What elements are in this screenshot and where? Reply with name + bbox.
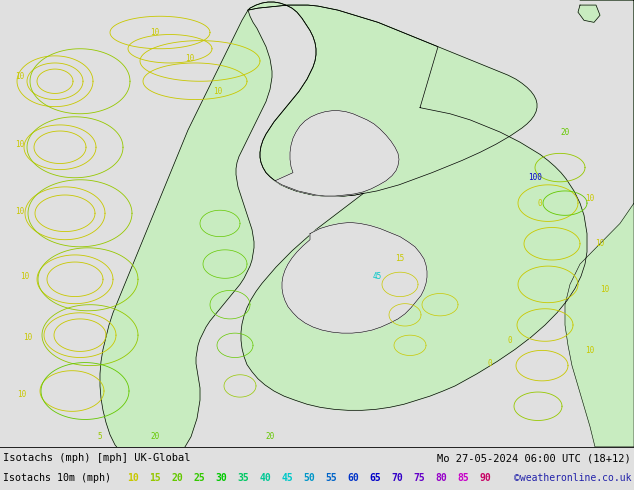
Text: 10: 10 (23, 333, 32, 342)
Text: ©weatheronline.co.uk: ©weatheronline.co.uk (514, 473, 631, 483)
Text: 10: 10 (20, 272, 30, 281)
Text: 45: 45 (372, 272, 382, 281)
Text: 85: 85 (457, 473, 469, 483)
Text: 10: 10 (595, 239, 605, 248)
Text: 10: 10 (17, 390, 27, 398)
Text: 75: 75 (413, 473, 425, 483)
Text: 10: 10 (150, 28, 160, 37)
Text: 20: 20 (266, 432, 275, 441)
Text: 20: 20 (150, 432, 160, 441)
Text: 10: 10 (127, 473, 139, 483)
Text: 65: 65 (369, 473, 381, 483)
Text: 10: 10 (214, 87, 223, 96)
Polygon shape (275, 111, 399, 196)
Text: 0: 0 (488, 359, 493, 368)
Text: 25: 25 (193, 473, 205, 483)
Text: 5: 5 (98, 432, 102, 441)
Text: Isotachs (mph) [mph] UK-Global: Isotachs (mph) [mph] UK-Global (3, 453, 190, 463)
Text: Mo 27-05-2024 06:00 UTC (18+12): Mo 27-05-2024 06:00 UTC (18+12) (437, 453, 631, 463)
Text: 40: 40 (259, 473, 271, 483)
Text: 15: 15 (396, 254, 404, 264)
Polygon shape (248, 2, 537, 196)
Text: 30: 30 (215, 473, 227, 483)
Polygon shape (241, 2, 587, 410)
Text: 35: 35 (237, 473, 249, 483)
Text: 10: 10 (15, 140, 25, 149)
Text: 90: 90 (479, 473, 491, 483)
Text: 10: 10 (585, 346, 595, 355)
Text: 100: 100 (528, 173, 542, 182)
Text: 20: 20 (560, 127, 569, 137)
Text: 70: 70 (391, 473, 403, 483)
Text: Isotachs 10m (mph): Isotachs 10m (mph) (3, 473, 111, 483)
Text: 45: 45 (281, 473, 293, 483)
Text: 10: 10 (600, 285, 610, 294)
Text: 15: 15 (149, 473, 161, 483)
Polygon shape (282, 222, 427, 333)
Text: 0: 0 (538, 198, 542, 208)
Text: 50: 50 (303, 473, 315, 483)
Text: 55: 55 (325, 473, 337, 483)
Polygon shape (578, 5, 600, 23)
Text: 10: 10 (15, 207, 25, 216)
Text: 20: 20 (171, 473, 183, 483)
Text: 0: 0 (508, 336, 512, 345)
Text: 10: 10 (585, 194, 595, 202)
Text: 10: 10 (15, 72, 25, 81)
Text: 10: 10 (185, 54, 195, 63)
Text: 80: 80 (435, 473, 447, 483)
Text: 60: 60 (347, 473, 359, 483)
Polygon shape (565, 0, 634, 447)
Polygon shape (100, 10, 272, 451)
